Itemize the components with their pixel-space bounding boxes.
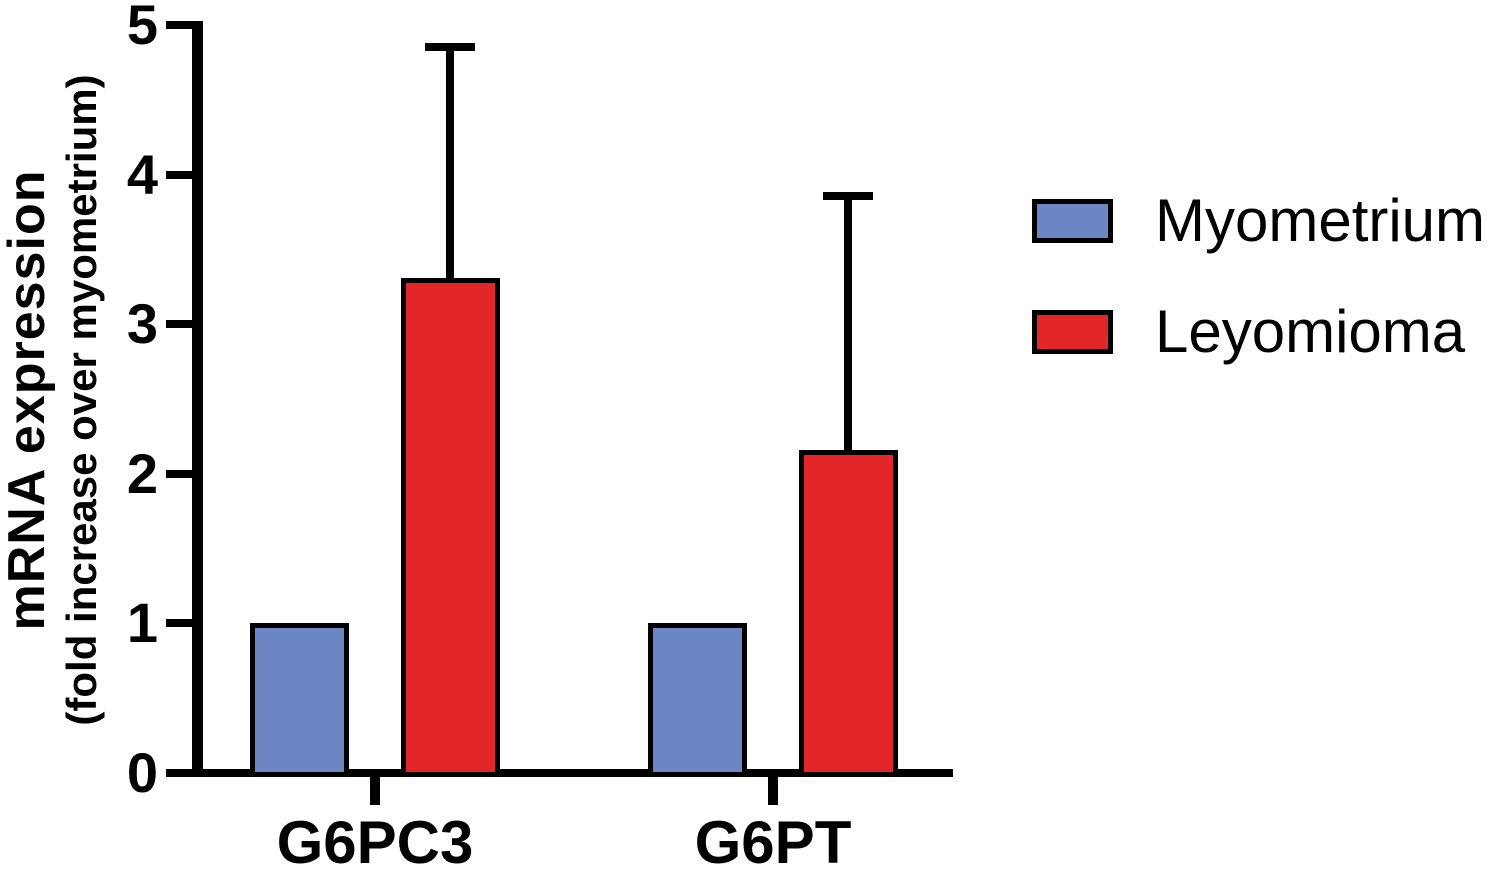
y-axis-tick	[166, 170, 192, 179]
y-axis-line	[192, 21, 203, 777]
legend-swatch-myometrium	[1032, 199, 1113, 243]
legend-swatch-leyomioma	[1032, 310, 1113, 354]
y-axis-tick	[166, 469, 192, 478]
legend: Myometrium Leyomioma	[1032, 191, 1485, 413]
y-tick-label: 1	[126, 591, 158, 655]
y-tick-label: 3	[126, 292, 158, 356]
x-axis-tick	[370, 777, 380, 805]
legend-label-leyomioma: Leyomioma	[1155, 298, 1466, 365]
error-bar-stem-g6pt	[844, 195, 852, 450]
y-tick-label: 0	[126, 741, 158, 804]
x-category-label-g6pc3: G6PC3	[276, 809, 474, 871]
y-axis-tick	[166, 619, 192, 628]
y-axis-title: mRNA expression (fold increase over myom…	[0, 0, 122, 830]
bar-leyomioma-g6pt	[798, 449, 898, 777]
bar-myometrium-g6pt	[647, 623, 747, 777]
x-axis-line	[192, 769, 953, 777]
x-category-label-g6pt: G6PT	[694, 809, 852, 871]
y-axis-title-line1: mRNA expression	[0, 169, 56, 631]
y-tick-label: 4	[126, 142, 158, 206]
bar-leyomioma-g6pc3	[400, 277, 500, 777]
y-axis-tick	[166, 320, 192, 329]
legend-row-myometrium: Myometrium	[1032, 191, 1485, 251]
y-axis-tick	[166, 769, 192, 777]
y-axis-tick	[166, 21, 192, 29]
legend-label-myometrium: Myometrium	[1155, 187, 1486, 254]
legend-row-leyomioma: Leyomioma	[1032, 302, 1485, 362]
y-tick-label: 2	[126, 441, 158, 505]
y-tick-label: 5	[126, 0, 158, 56]
y-axis-title-line2: (fold increase over myometrium)	[58, 74, 105, 726]
error-bar-cap-g6pc3	[425, 43, 475, 52]
bar-myometrium-g6pc3	[249, 623, 349, 777]
error-bar-stem-g6pc3	[446, 47, 454, 278]
error-bar-cap-g6pt	[823, 191, 873, 200]
x-axis-tick	[768, 777, 778, 805]
